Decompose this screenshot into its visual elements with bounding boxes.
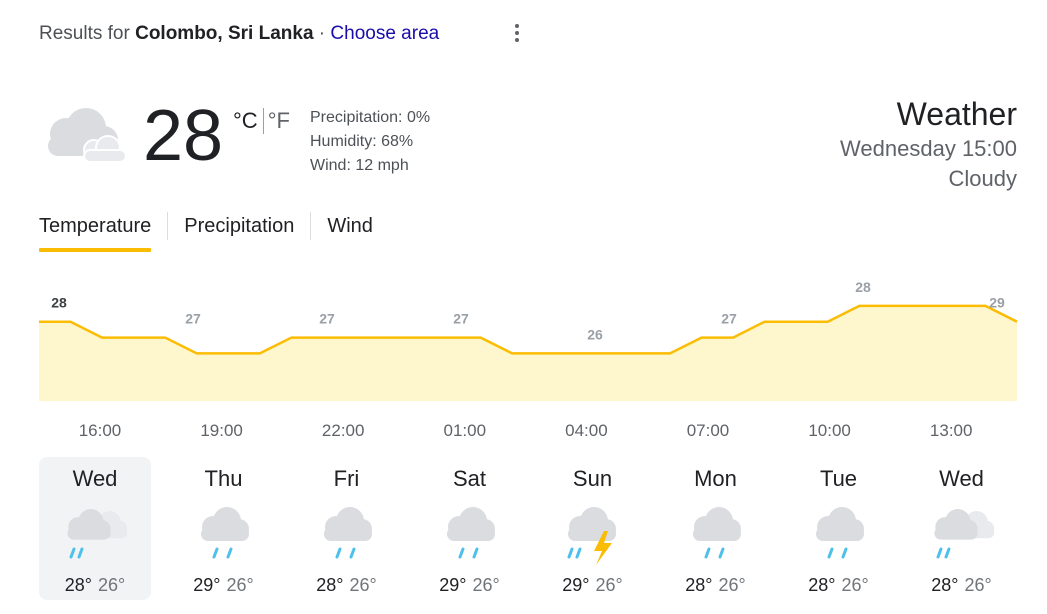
day-temps: 29° 26°	[531, 573, 654, 597]
day-temps: 29° 26°	[408, 573, 531, 597]
tab-precipitation[interactable]: Precipitation	[184, 215, 295, 237]
x-tick-label: 07:00	[687, 421, 730, 440]
day-low: 26°	[98, 575, 126, 595]
x-tick-label: 16:00	[79, 421, 122, 440]
chart-value-label: 27	[721, 311, 737, 327]
results-prefix: Results for	[39, 23, 130, 44]
wind-text: Wind: 12 mph	[310, 157, 409, 174]
day-card[interactable]: Fri 28° 26°	[285, 457, 408, 600]
header-separator: ·	[318, 23, 326, 44]
temperature-chart[interactable]: 28 27 27 27 26 27 28 29 16:00 19:00 22:00 01:00 04:0…	[0, 270, 1047, 450]
day-temps: 28° 26°	[39, 573, 151, 597]
day-card[interactable]: Tue 28° 26°	[777, 457, 900, 600]
day-temps: 28° 26°	[900, 573, 1023, 597]
current-temperature: 28	[143, 96, 224, 176]
cloudy-icon	[42, 106, 128, 170]
weather-datetime: Wednesday 15:00	[840, 136, 1017, 161]
unit-switcher: °C °F	[233, 108, 290, 134]
day-high: 29°	[193, 575, 221, 595]
light-rain-icon	[189, 507, 259, 567]
day-high: 28°	[808, 575, 836, 595]
day-card[interactable]: Thu 29° 26°	[162, 457, 285, 600]
day-name: Sat	[452, 466, 487, 491]
x-tick-label: 19:00	[200, 421, 243, 440]
day-name: Thu	[204, 466, 243, 491]
weather-title: Weather	[896, 96, 1017, 132]
day-name: Fri	[333, 466, 360, 491]
day-card[interactable]: Wed 28° 26°	[39, 457, 151, 600]
x-tick-label: 13:00	[930, 421, 973, 440]
day-temps: 28° 26°	[654, 573, 777, 597]
day-high: 28°	[931, 575, 959, 595]
choose-area-link[interactable]: Choose area	[330, 23, 440, 44]
day-low: 26°	[841, 575, 869, 595]
chart-value-label: 28	[855, 279, 871, 295]
day-high: 29°	[439, 575, 467, 595]
chart-value-label: 27	[453, 311, 469, 327]
daily-forecast: Wed 28° 26° Thu 29° 26° Fri 28° 26° Sat 29°…	[39, 457, 1023, 600]
precipitation-text: Precipitation: 0%	[310, 109, 431, 126]
day-high: 28°	[64, 575, 92, 595]
day-name: Sun	[572, 466, 613, 491]
results-header: Results for Colombo, Sri Lanka · Choose …	[39, 23, 439, 45]
chart-value-label: 27	[319, 311, 335, 327]
day-high: 28°	[316, 575, 344, 595]
chart-tabs: Temperature Precipitation Wind	[39, 210, 389, 252]
day-name: Wed	[939, 466, 984, 491]
chart-value-label: 26	[587, 326, 603, 342]
light-rain-icon	[435, 507, 505, 567]
day-card[interactable]: Sun 29° 26°	[531, 457, 654, 600]
x-tick-label: 04:00	[565, 421, 608, 440]
thunderstorm-icon	[558, 507, 628, 567]
day-card[interactable]: Sat 29° 26°	[408, 457, 531, 600]
day-high: 29°	[562, 575, 590, 595]
x-tick-label: 10:00	[808, 421, 851, 440]
day-temps: 29° 26°	[162, 573, 285, 597]
tab-temperature[interactable]: Temperature	[39, 210, 167, 252]
day-low: 26°	[472, 575, 500, 595]
unit-fahrenheit[interactable]: °F	[267, 108, 290, 133]
tab-divider	[310, 212, 312, 240]
tab-wind[interactable]: Wind	[327, 215, 373, 237]
day-name: Tue	[819, 466, 858, 491]
weather-condition: Cloudy	[948, 166, 1017, 191]
light-rain-icon	[681, 507, 751, 567]
light-rain-icon	[804, 507, 874, 567]
rain-partly-cloudy-icon	[927, 507, 997, 567]
tab-divider	[167, 212, 169, 240]
day-low: 26°	[226, 575, 254, 595]
weather-details: Precipitation: 0% Humidity: 68% Wind: 12…	[310, 106, 430, 178]
rain-partly-cloudy-icon	[60, 507, 130, 567]
day-card[interactable]: Mon 28° 26°	[654, 457, 777, 600]
unit-divider	[262, 108, 264, 134]
weather-summary: Weather Wednesday 15:00 Cloudy	[840, 94, 1017, 194]
chart-value-label: 27	[185, 311, 201, 327]
x-tick-label: 01:00	[444, 421, 487, 440]
humidity-text: Humidity: 68%	[310, 133, 414, 150]
day-temps: 28° 26°	[285, 573, 408, 597]
day-card[interactable]: Wed 28° 26°	[900, 457, 1023, 600]
day-low: 26°	[595, 575, 623, 595]
unit-celsius[interactable]: °C	[233, 108, 258, 133]
day-temps: 28° 26°	[777, 573, 900, 597]
chart-value-label: 28	[51, 295, 67, 311]
day-low: 26°	[718, 575, 746, 595]
x-tick-label: 22:00	[322, 421, 365, 440]
temperature-line	[39, 304, 1018, 355]
light-rain-icon	[312, 507, 382, 567]
day-low: 26°	[349, 575, 377, 595]
day-name: Mon	[694, 466, 737, 491]
day-name: Wed	[72, 466, 118, 491]
chart-value-label: 29	[989, 295, 1005, 311]
day-high: 28°	[685, 575, 713, 595]
more-vert-icon[interactable]	[506, 22, 528, 46]
day-low: 26°	[964, 575, 992, 595]
location-name: Colombo, Sri Lanka	[135, 23, 314, 44]
